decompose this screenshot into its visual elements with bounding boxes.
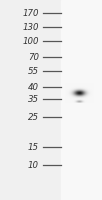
Text: 170: 170 (22, 8, 39, 18)
Bar (61, 0, 102, 200)
Text: 55: 55 (28, 66, 39, 75)
Text: 10: 10 (28, 160, 39, 170)
Text: 40: 40 (28, 83, 39, 92)
Text: 15: 15 (28, 142, 39, 152)
Text: 100: 100 (22, 36, 39, 46)
Text: 70: 70 (28, 52, 39, 62)
Text: 130: 130 (22, 22, 39, 31)
Text: 25: 25 (28, 112, 39, 121)
Text: 35: 35 (28, 95, 39, 104)
Bar (0, 0, 61, 200)
